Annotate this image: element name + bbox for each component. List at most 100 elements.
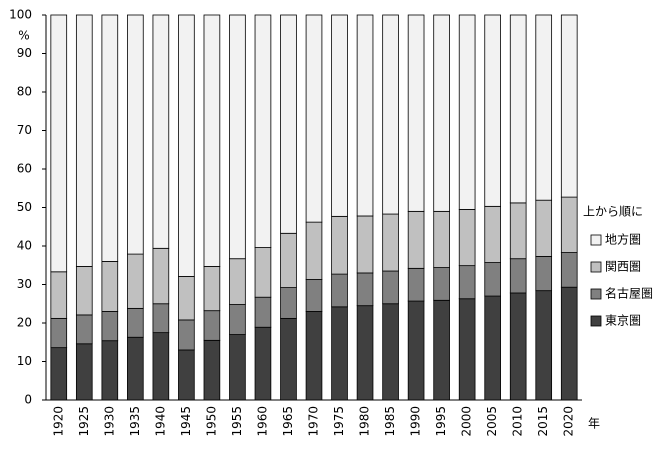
bar-segment bbox=[203, 266, 221, 312]
bar-segment bbox=[75, 14, 93, 267]
bar-segment bbox=[178, 276, 195, 321]
bar-segment bbox=[458, 265, 476, 300]
bar-segment bbox=[560, 286, 578, 401]
bar-segment bbox=[101, 311, 119, 342]
bar-segment bbox=[356, 14, 374, 217]
x-tick-label: 1955 bbox=[230, 406, 244, 437]
bar-segment bbox=[382, 270, 399, 305]
x-tick-label: 2020 bbox=[562, 406, 576, 437]
bar-segment bbox=[75, 266, 93, 316]
bar-segment bbox=[50, 14, 68, 273]
y-tick-label: 90 bbox=[17, 46, 32, 60]
x-tick-label: 1970 bbox=[307, 406, 321, 437]
bar-segment bbox=[382, 303, 399, 401]
bar-segment bbox=[152, 332, 170, 401]
bar-segment bbox=[484, 14, 501, 207]
x-tick-label: 1995 bbox=[434, 406, 448, 437]
bar-segment bbox=[229, 14, 246, 260]
bar-segment bbox=[305, 311, 323, 401]
bar-segment bbox=[433, 299, 450, 401]
legend-swatch bbox=[590, 288, 602, 300]
y-axis-label: % bbox=[18, 29, 29, 43]
bar-segment bbox=[484, 295, 501, 401]
x-tick-label: 2010 bbox=[511, 406, 525, 437]
x-tick-label: 1925 bbox=[77, 406, 91, 437]
y-tick-label: 60 bbox=[17, 162, 32, 176]
bar-segment bbox=[203, 310, 221, 341]
x-tick-label: 1975 bbox=[332, 406, 346, 437]
bar-segment bbox=[484, 262, 501, 297]
bar-segment bbox=[305, 221, 323, 280]
y-tick-label: 50 bbox=[17, 200, 32, 214]
y-tick-label: 40 bbox=[17, 239, 32, 253]
legend-label: 関西圏 bbox=[605, 260, 641, 274]
y-tick-label: 10 bbox=[17, 354, 32, 368]
x-tick-label: 1940 bbox=[153, 406, 167, 437]
bar-segment bbox=[560, 252, 578, 288]
x-tick-label: 1960 bbox=[255, 406, 269, 437]
legend-swatch bbox=[590, 315, 602, 327]
bar-segment bbox=[50, 271, 68, 319]
bar-segment bbox=[127, 307, 144, 338]
y-tick-label: 20 bbox=[17, 316, 32, 330]
bar-segment bbox=[331, 306, 348, 401]
bar-segment bbox=[407, 267, 425, 302]
bar-segment bbox=[178, 319, 195, 351]
x-tick-label: 1945 bbox=[179, 406, 193, 437]
x-tick-label: 1920 bbox=[51, 406, 65, 437]
bar-segment bbox=[560, 14, 578, 198]
bar-segment bbox=[280, 14, 297, 234]
bar-segment bbox=[101, 340, 119, 401]
bar-segment bbox=[203, 14, 221, 267]
legend-swatch bbox=[590, 234, 602, 246]
bar-segment bbox=[280, 287, 297, 319]
bar-segment bbox=[152, 303, 170, 334]
bar-segment bbox=[152, 14, 170, 249]
bar-segment bbox=[305, 279, 323, 312]
bar-segment bbox=[254, 296, 272, 328]
x-tick-label: 1965 bbox=[281, 406, 295, 437]
legend-title: 上から順に bbox=[583, 205, 643, 219]
bar-segment bbox=[331, 14, 348, 217]
legend-label: 名古屋圏 bbox=[605, 286, 653, 301]
y-tick-label: 0 bbox=[24, 393, 32, 407]
bar-segment bbox=[433, 267, 450, 301]
bar-segment bbox=[535, 199, 553, 257]
x-tick-label: 1990 bbox=[409, 406, 423, 437]
bar-segment bbox=[50, 317, 68, 349]
bar-segment bbox=[560, 196, 578, 253]
bar-segment bbox=[509, 292, 527, 401]
x-tick-label: 1950 bbox=[204, 406, 218, 437]
y-tick-label: 30 bbox=[17, 277, 32, 291]
bar-segment bbox=[101, 14, 119, 262]
bar-segment bbox=[407, 210, 425, 269]
bar-segment bbox=[509, 14, 527, 204]
bar-segment bbox=[229, 304, 246, 335]
x-tick-label: 1980 bbox=[358, 406, 372, 437]
x-tick-label: 2015 bbox=[536, 406, 550, 437]
bar-segment bbox=[127, 253, 144, 309]
x-tick-label: 2000 bbox=[460, 406, 474, 437]
bar-segment bbox=[535, 290, 553, 401]
y-tick-label: 100 bbox=[9, 8, 32, 22]
bar-segment bbox=[407, 14, 425, 212]
bar-segment bbox=[178, 349, 195, 401]
bar-segment bbox=[127, 14, 144, 255]
bar-segment bbox=[75, 314, 93, 345]
bar-segment bbox=[152, 247, 170, 305]
bar-segment bbox=[509, 258, 527, 294]
x-axis-label: 年 bbox=[588, 417, 600, 431]
bar-segment bbox=[382, 213, 399, 272]
bar-segment bbox=[331, 215, 348, 275]
bar-segment bbox=[407, 300, 425, 401]
bar-segment bbox=[280, 232, 297, 288]
bar-segment bbox=[458, 209, 476, 267]
bar-segment bbox=[254, 14, 272, 248]
legend-label: 東京圏 bbox=[605, 314, 641, 328]
x-tick-label: 1935 bbox=[128, 406, 142, 437]
bar-segment bbox=[433, 210, 450, 268]
x-tick-label: 1985 bbox=[383, 406, 397, 437]
bar-segment bbox=[458, 298, 476, 401]
bar-segment bbox=[280, 317, 297, 401]
